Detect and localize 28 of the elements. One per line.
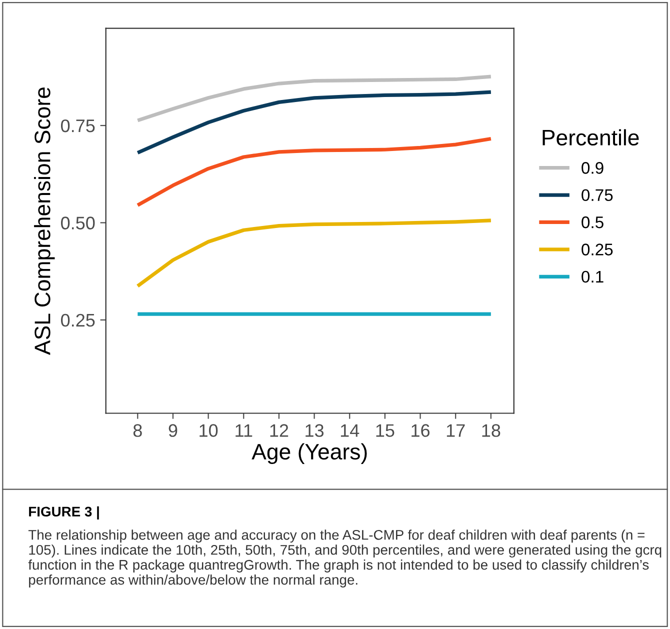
caption: FIGURE 3 |	[29, 506, 99, 520]
y-tick-label: 0.25	[61, 314, 95, 327]
legend-label: 0.1	[582, 270, 604, 283]
legend-title: Percentile	[542, 129, 639, 146]
y-axis-title: ASL Comprehension Score	[34, 88, 55, 355]
line-series	[136, 218, 493, 288]
x-tick-label: 8	[133, 424, 142, 437]
x-tick-label: 18	[482, 424, 500, 437]
legend-label: 0.5	[582, 216, 604, 228]
legend-label: 0.9	[582, 162, 604, 174]
x-tick-label: 13	[306, 424, 324, 437]
text: The relationship between age and accuracy on the ASL-CMP for deaf children with deaf parents (n = 105). Lines indicate the 10th, 25th, 50th, 75th, and 90th percentiles, and were generated using the gcrq function in the R package quantregGrowth. The graph is not intended to be used to classify children’s performance as within/above/below the normal range.	[28, 530, 662, 588]
x-tick-label: 9	[168, 424, 178, 437]
x-tick-label: 11	[236, 424, 252, 437]
x-tick-label: 14	[340, 424, 360, 437]
line-series	[136, 90, 493, 155]
x-tick-label: 16	[412, 424, 430, 437]
x-tick-label: 15	[376, 424, 394, 437]
y-tick-label: 0.50	[61, 216, 95, 230]
x-axis-title: Age (Years)	[252, 443, 367, 464]
x-tick-label: 10	[200, 424, 218, 437]
x-tick-label: 12	[270, 424, 288, 437]
line-series	[136, 136, 493, 208]
legend-label: 0.75	[582, 189, 613, 202]
legend-label: 0.25	[582, 244, 613, 256]
x-tick-label: 17	[446, 424, 465, 437]
line-series	[136, 74, 493, 122]
y-tick-label: 0.75	[61, 119, 95, 132]
